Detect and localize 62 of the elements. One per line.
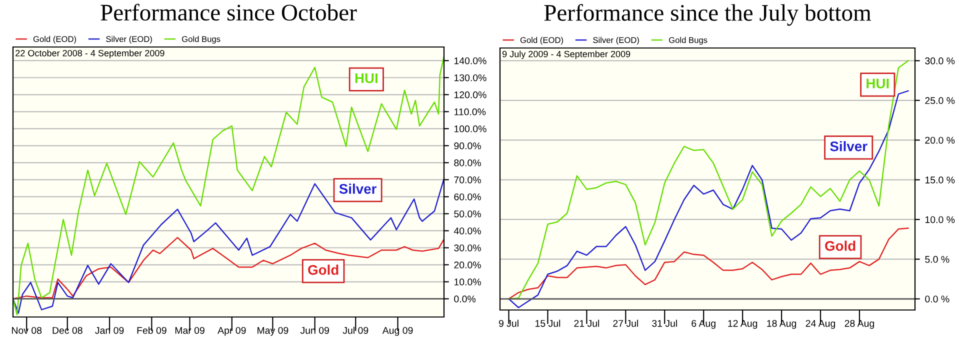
y-tick-label: 10.0% <box>454 278 481 286</box>
y-tick-label: 70.0% <box>454 176 481 184</box>
y-tick-label: 50.0% <box>454 210 481 218</box>
line-series <box>508 90 909 308</box>
chart-subtitle: 9 July 2009 - 4 September 2009 <box>502 50 630 60</box>
chart-subtitle: 22 October 2008 - 4 September 2009 <box>16 50 164 58</box>
y-tick-label: 5.0 % <box>925 256 950 263</box>
x-tick-label: 18 Aug <box>767 320 796 329</box>
x-tick-label: 12 Aug <box>728 320 758 329</box>
y-tick-label: 120.0% <box>454 91 486 98</box>
y-tick-label: 80.0% <box>454 159 481 166</box>
legend-label: Gold (EOD) <box>520 36 564 45</box>
x-tick-label: 21 Jul <box>574 320 600 327</box>
y-tick-label: 0.0 % <box>925 296 950 303</box>
x-tick-label: Feb 09 <box>137 326 166 334</box>
chart-title: Performance since October <box>100 4 357 21</box>
annotation: Gold <box>308 264 338 275</box>
x-tick-label: 24 Aug <box>806 320 836 329</box>
y-tick-label: 140.0% <box>454 57 486 64</box>
x-tick-label: Jun 09 <box>300 326 329 334</box>
y-tick-label: 0.0% <box>454 296 476 302</box>
annotation: Silver <box>339 184 377 194</box>
y-tick-label: 25.0 % <box>925 97 955 104</box>
x-tick-label: May 09 <box>258 326 288 336</box>
x-tick-label: 15 Jul <box>536 320 560 327</box>
x-tick-label: 27 Jul <box>613 320 638 327</box>
y-tick-label: 15.0 % <box>925 176 955 184</box>
x-tick-label: Mar 09 <box>175 326 204 334</box>
line-series <box>13 236 444 300</box>
y-tick-label: 100.0% <box>454 125 486 132</box>
x-tick-label: Dec 08 <box>52 326 82 334</box>
legend-label: Silver (EOD) <box>106 36 152 44</box>
x-tick-label: Nov 08 <box>12 326 42 334</box>
x-tick-label: 9 Jul <box>498 320 518 327</box>
y-tick-label: 110.0% <box>454 108 486 116</box>
x-tick-label: Aug 09 <box>382 326 413 336</box>
legend-label: Gold (EOD) <box>33 36 76 44</box>
chart-title: Performance since the July bottom <box>544 4 872 26</box>
x-tick-label: Jul 09 <box>342 326 368 334</box>
annotation: HUI <box>866 78 889 88</box>
x-tick-label: 28 Aug <box>844 320 874 329</box>
y-tick-label: 40.0% <box>454 227 481 234</box>
line-series <box>508 228 909 300</box>
y-tick-label: 10.0 % <box>925 216 955 224</box>
legend-label: Gold Bugs <box>669 36 708 45</box>
x-tick-label: Jan 09 <box>95 326 124 334</box>
annotation: HUI <box>355 73 378 84</box>
y-tick-label: 130.0% <box>454 74 486 82</box>
y-tick-label: 20.0 % <box>925 136 955 144</box>
y-tick-label: 30.0% <box>454 244 481 252</box>
annotation: Gold <box>825 240 856 251</box>
y-tick-label: 90.0% <box>454 142 481 150</box>
y-tick-label: 20.0% <box>454 262 481 268</box>
y-tick-label: 30.0 % <box>925 57 955 64</box>
x-tick-label: Apr 09 <box>218 326 246 336</box>
line-series <box>13 178 444 314</box>
annotation: Silver <box>830 141 868 152</box>
x-tick-label: 6 Aug <box>692 320 716 329</box>
x-tick-label: 31 Jul <box>652 320 677 327</box>
legend-label: Gold Bugs <box>182 36 220 44</box>
y-tick-label: 60.0% <box>454 193 481 200</box>
legend-label: Silver (EOD) <box>593 36 639 45</box>
